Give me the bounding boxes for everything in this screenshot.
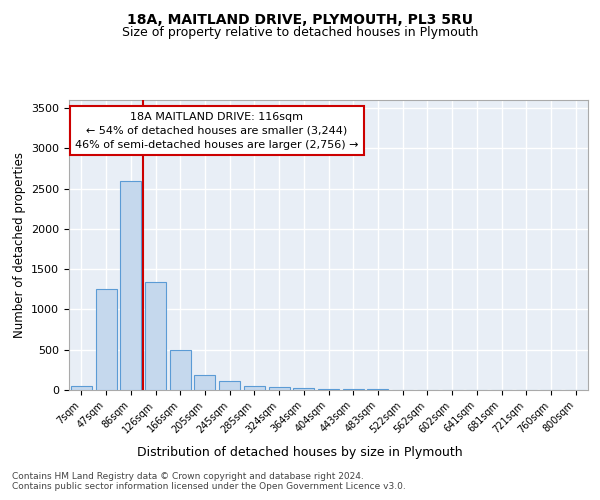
- Text: Distribution of detached houses by size in Plymouth: Distribution of detached houses by size …: [137, 446, 463, 459]
- Bar: [145, 282, 166, 390]
- Bar: [293, 388, 314, 390]
- Text: 18A MAITLAND DRIVE: 116sqm
← 54% of detached houses are smaller (3,244)
46% of s: 18A MAITLAND DRIVE: 116sqm ← 54% of deta…: [75, 112, 359, 150]
- Bar: [120, 180, 141, 390]
- Text: Contains HM Land Registry data © Crown copyright and database right 2024.: Contains HM Land Registry data © Crown c…: [12, 472, 364, 481]
- Bar: [343, 388, 364, 390]
- Bar: [269, 387, 290, 390]
- Text: 18A, MAITLAND DRIVE, PLYMOUTH, PL3 5RU: 18A, MAITLAND DRIVE, PLYMOUTH, PL3 5RU: [127, 12, 473, 26]
- Bar: [219, 381, 240, 390]
- Bar: [95, 290, 116, 390]
- Bar: [194, 375, 215, 390]
- Bar: [71, 386, 92, 390]
- Bar: [244, 386, 265, 390]
- Y-axis label: Number of detached properties: Number of detached properties: [13, 152, 26, 338]
- Bar: [170, 350, 191, 390]
- Bar: [367, 388, 388, 390]
- Text: Contains public sector information licensed under the Open Government Licence v3: Contains public sector information licen…: [12, 482, 406, 491]
- Text: Size of property relative to detached houses in Plymouth: Size of property relative to detached ho…: [122, 26, 478, 39]
